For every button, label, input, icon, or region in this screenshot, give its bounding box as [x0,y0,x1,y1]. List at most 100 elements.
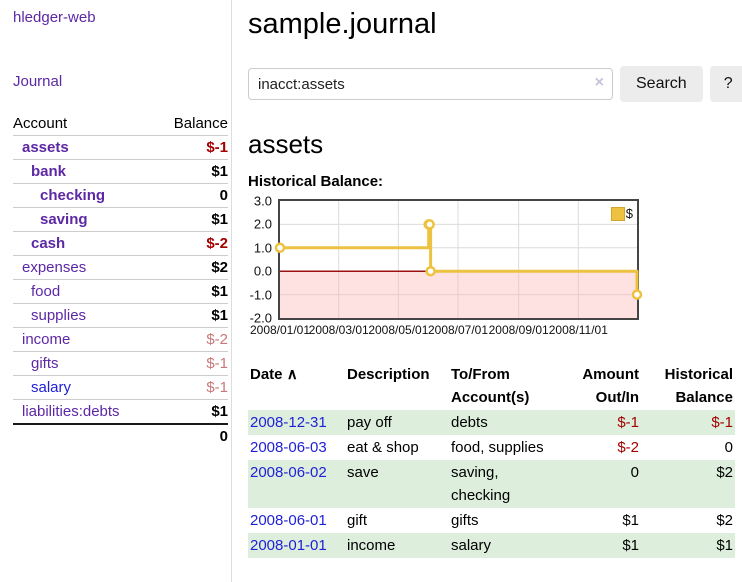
accounts-table: Account Balance assets $-1 bank $1 check… [13,112,228,448]
search-button[interactable]: Search [620,66,703,102]
account-link-liabilities-debts[interactable]: liabilities:debts [22,403,120,420]
account-balance: $-2 [206,331,228,348]
account-row-saving: saving $1 [13,207,228,232]
register-header-row: Date ∧ Description To/From Account(s) Am… [248,362,735,410]
account-row-food: food $1 [13,279,228,304]
transaction-row: 2008-06-02 save saving, checking 0 $2 [248,460,735,508]
transaction-date-link[interactable]: 2008-12-31 [250,414,327,431]
transaction-row: 2008-06-01 gift gifts $1 $2 [248,508,735,533]
transaction-accounts: debts [451,414,488,431]
amount-column-header: Amount Out/In [582,366,639,406]
y-axis-tick-label: -1.0 [249,287,272,303]
account-heading: assets [248,129,324,159]
account-row-assets: assets $-1 [13,135,228,160]
y-axis-tick-label: 2.0 [253,216,272,232]
chart-data-point [424,219,435,230]
date-column-header[interactable]: Date ∧ [250,366,298,383]
legend-label: $ [625,206,633,221]
account-balance: $-2 [206,235,228,252]
account-link-cash[interactable]: cash [31,235,66,252]
accounts-total-row: 0 [13,424,228,448]
chart-data-point [631,289,643,300]
transaction-date-link[interactable]: 2008-01-01 [250,537,327,554]
account-column-header: Account [13,115,68,132]
account-balance: $-1 [206,379,228,396]
historical-balance-chart: $ -2.0 -1.0 0.0 1.0 2.0 3.0 2008/01/01 2008/03/… [248,195,735,340]
account-row-supplies: supplies $1 [13,303,228,328]
clear-search-icon[interactable]: × [594,74,604,91]
main-content: sample.journal × Search ? assets Histori… [233,0,742,558]
transaction-description: eat & shop [347,439,419,456]
transaction-date-link[interactable]: 2008-06-01 [250,512,327,529]
transaction-description: income [347,537,396,554]
chart-legend: $ [610,206,633,221]
transaction-balance: $-1 [711,414,733,431]
sort-ascending-icon: ∧ [286,366,298,383]
account-row-salary: salary $-1 [13,375,228,400]
transaction-amount: $1 [622,537,639,554]
transaction-description: gift [347,512,368,529]
accounts-column-header: To/From Account(s) [451,366,530,406]
chart-plot-area: $ [274,199,643,320]
transaction-description: save [347,464,379,481]
transaction-accounts: salary [451,537,492,554]
x-axis-tick-label: 2008/07/01 [427,323,489,337]
account-balance: $1 [211,307,228,324]
account-balance: $1 [211,283,228,300]
account-link-expenses[interactable]: expenses [22,259,87,276]
transaction-row: 2008-01-01 income salary $1 $1 [248,533,735,558]
transaction-balance: $2 [716,512,733,529]
chart-canvas [274,201,643,318]
account-link-bank[interactable]: bank [31,163,67,180]
account-link-saving[interactable]: saving [40,211,88,228]
page-title: sample.journal [248,8,437,40]
account-link-income[interactable]: income [22,331,71,348]
transaction-accounts: saving, checking [451,464,511,504]
chart-data-point [425,265,436,277]
transaction-accounts: food, supplies [451,439,544,456]
account-row-income: income $-2 [13,327,228,352]
accounts-header-row: Account Balance [13,112,228,136]
account-row-expenses: expenses $2 [13,255,228,280]
register-table: Date ∧ Description To/From Account(s) Am… [248,362,735,558]
negative-region-fill [280,271,637,318]
transaction-amount: $-1 [617,414,639,431]
account-link-checking[interactable]: checking [40,187,106,204]
chart-title: Historical Balance: [248,173,384,190]
transaction-row: 2008-12-31 pay off debts $-1 $-1 [248,410,735,435]
transaction-date-link[interactable]: 2008-06-03 [250,439,327,456]
chart-data-point [274,242,286,254]
account-link-food[interactable]: food [31,283,61,300]
transaction-date-link[interactable]: 2008-06-02 [250,464,327,481]
transaction-amount: $1 [622,512,639,529]
journal-link[interactable]: Journal [13,73,63,90]
account-balance: $-1 [206,139,228,156]
nav-journal: Journal [13,73,231,91]
transaction-description: pay off [347,414,392,431]
account-row-gifts: gifts $-1 [13,351,228,376]
account-link-gifts[interactable]: gifts [31,355,59,372]
account-row-checking: checking 0 [13,183,228,208]
account-link-salary[interactable]: salary [31,379,72,396]
balance-column-header: Historical Balance [664,366,733,406]
app-title-link[interactable]: hledger-web [13,9,96,26]
sidebar: hledger-web Journal Account Balance asse… [0,0,232,582]
search-help-button[interactable]: ? [709,66,742,102]
search-input[interactable] [248,68,613,100]
account-balance: $2 [211,259,228,276]
transaction-amount: 0 [630,464,639,481]
account-row-bank: bank $1 [13,159,228,184]
transaction-balance: $2 [716,464,733,481]
account-balance: $-1 [206,355,228,372]
balance-column-header: Balance [173,115,228,132]
transaction-balance: 0 [724,439,733,456]
account-balance: $1 [211,211,228,228]
y-axis-tick-label: 3.0 [253,193,272,209]
x-axis-tick-label: 2008/03/01 [308,323,369,337]
transaction-amount: $-2 [617,439,639,456]
account-link-assets[interactable]: assets [22,139,69,156]
account-link-supplies[interactable]: supplies [31,307,87,324]
transaction-row: 2008-06-03 eat & shop food, supplies $-2… [248,435,735,460]
y-axis-tick-label: 1.0 [253,240,272,256]
account-balance: $1 [211,163,228,180]
